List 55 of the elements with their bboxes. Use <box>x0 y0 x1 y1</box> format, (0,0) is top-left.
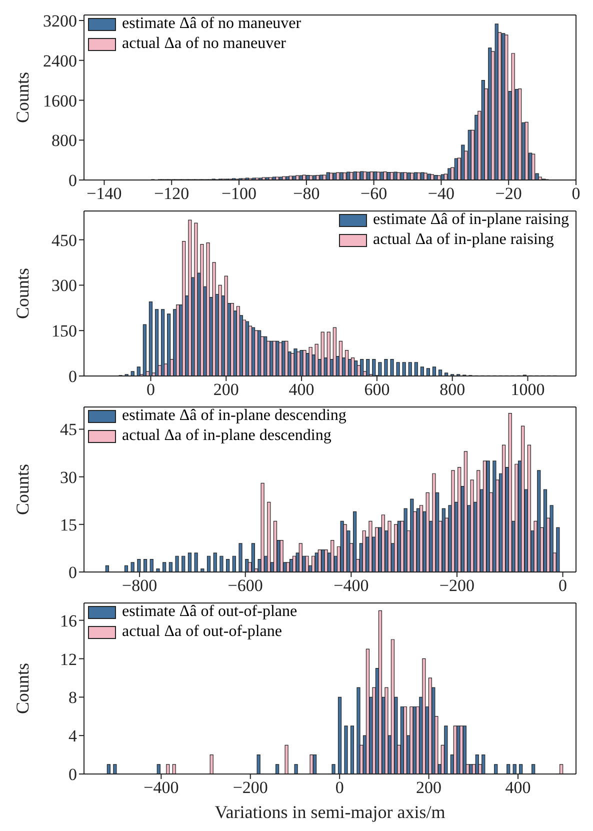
legend-label: estimate Δâ of out-of-plane <box>122 602 298 622</box>
y-tick-label: 2400 <box>43 51 77 70</box>
x-tick-label: 0 <box>572 184 580 204</box>
x-tick-label: −400 <box>144 778 179 798</box>
x-tick-label: 1000 <box>510 380 545 400</box>
legend-label: actual Δa of no maneuver <box>122 34 286 54</box>
x-axis-title: Variations in semi-major axis/m <box>214 802 446 822</box>
y-tick-label: 1600 <box>43 91 77 110</box>
legend-label: estimate Δâ of in-plane descending <box>122 406 346 426</box>
x-tick-label: −600 <box>228 576 263 596</box>
y-tick-label: 12 <box>60 650 77 669</box>
x-tick-label: 600 <box>364 380 390 400</box>
y-tick-label: 16 <box>60 611 77 630</box>
x-tick-label: −200 <box>439 576 475 596</box>
y-tick-label: 30 <box>60 468 77 487</box>
x-tick-label: −400 <box>334 576 369 596</box>
x-tick-label: 200 <box>416 778 442 798</box>
x-tick-label: 0 <box>146 380 155 400</box>
x-tick-label: −40 <box>428 184 454 204</box>
y-tick-label: 0 <box>68 765 77 784</box>
x-tick-label: 400 <box>505 778 531 798</box>
legend-label: actual Δa of out-of-plane <box>122 622 282 642</box>
x-tick-label: 0 <box>335 778 344 798</box>
y-axis-title: Counts <box>12 72 32 124</box>
x-tick-label: −80 <box>293 184 320 204</box>
x-tick-label: −120 <box>154 184 190 204</box>
x-tick-label: −60 <box>360 184 388 204</box>
x-tick-label: 0 <box>558 576 568 596</box>
y-tick-label: 300 <box>52 276 77 296</box>
x-tick-label: 200 <box>213 380 239 400</box>
y-axis-title: Counts <box>12 268 32 320</box>
y-tick-label: 45 <box>60 420 77 440</box>
y-tick-label: 8 <box>68 688 77 708</box>
x-tick-label: −200 <box>232 778 268 798</box>
y-tick-label: 800 <box>52 131 77 150</box>
x-tick-label: 800 <box>440 380 466 400</box>
y-tick-label: 0 <box>68 171 77 190</box>
y-axis-title: Counts <box>12 464 32 516</box>
x-tick-label: −140 <box>86 184 122 204</box>
y-tick-label: 450 <box>52 230 77 250</box>
y-axis-title: Counts <box>12 662 32 714</box>
x-tick-label: −20 <box>495 184 522 204</box>
x-tick-label: −100 <box>221 184 257 204</box>
x-tick-label: 400 <box>288 380 314 400</box>
legend-label: actual Δa of in-plane descending <box>122 426 332 446</box>
y-tick-label: 3200 <box>43 12 77 31</box>
x-tick-label: −800 <box>122 576 158 596</box>
y-tick-label: 0 <box>68 563 77 582</box>
y-tick-label: 150 <box>52 322 77 341</box>
legend-label: estimate Δâ of in-plane raising <box>373 210 569 230</box>
y-tick-label: 0 <box>68 367 77 386</box>
y-tick-label: 4 <box>68 726 78 746</box>
y-tick-label: 15 <box>60 515 77 534</box>
legend-label: actual Δa of in-plane raising <box>373 230 554 250</box>
legend-label: estimate Δâ of no maneuver <box>122 14 302 34</box>
